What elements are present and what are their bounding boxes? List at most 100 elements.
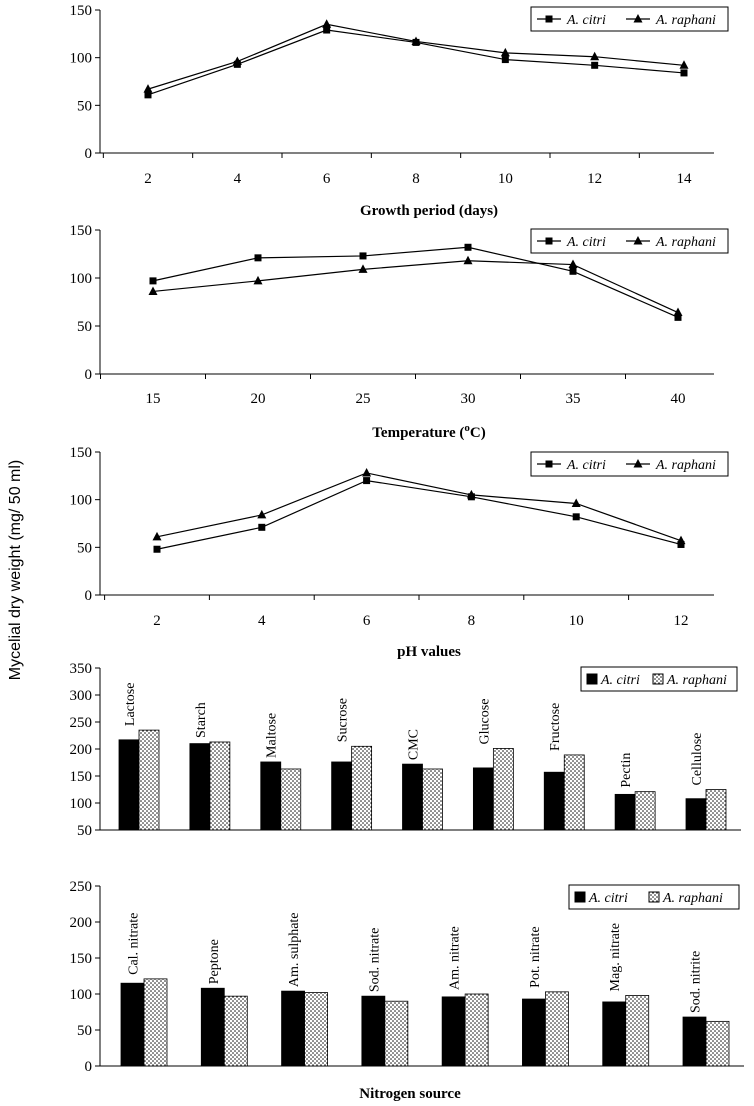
legend: A. citri A. raphani — [568, 884, 740, 910]
bar-raphani — [464, 993, 489, 1067]
data-point-triangle — [571, 498, 581, 507]
data-point-triangle — [253, 275, 263, 285]
series-line-1 — [156, 479, 682, 550]
x-tick-label: 12 — [674, 613, 689, 629]
x-tick-label: 8 — [412, 171, 420, 187]
x-axis-label: pH values — [397, 644, 461, 660]
data-point-square — [258, 523, 266, 531]
bar-citri — [331, 761, 353, 831]
series-line-2 — [147, 23, 685, 90]
data-point-square — [363, 477, 371, 485]
category-label: Glucose — [477, 699, 492, 745]
bar-citri — [120, 982, 145, 1067]
bar-raphani — [492, 748, 514, 831]
legend-triangle-marker — [633, 14, 643, 23]
bar-raphani — [625, 995, 650, 1067]
x-tick-label: 2 — [144, 171, 152, 187]
data-point-square — [591, 61, 599, 69]
x-tick-label: 25 — [356, 391, 371, 407]
legend-label: A. raphani — [662, 891, 723, 906]
bar-raphani — [138, 729, 160, 831]
bar-raphani — [545, 991, 569, 1067]
bar-raphani — [705, 1020, 730, 1067]
bar-citri — [614, 793, 636, 831]
bar-raphani — [223, 995, 248, 1067]
data-point-triangle — [679, 60, 689, 69]
x-tick-label: 10 — [498, 171, 513, 187]
bar-citri — [685, 798, 707, 831]
bar-citri — [189, 743, 211, 831]
data-point-triangle — [590, 51, 600, 61]
x-axis-label: Growth period (days) — [360, 203, 498, 219]
x-axis-label-main: pH values — [397, 644, 461, 660]
category-label: Sucrose — [336, 698, 351, 742]
legend-label: A. citri — [588, 891, 628, 906]
data-point-triangle — [411, 36, 421, 45]
data-point-triangle — [148, 286, 158, 295]
y-tick-label: 150 — [70, 445, 93, 461]
bar-raphani — [280, 768, 302, 831]
y-tick-label: 100 — [70, 271, 93, 287]
data-point-triangle — [358, 264, 368, 273]
bar-citri — [260, 761, 282, 831]
bar-citri — [361, 995, 386, 1067]
legend-label: A. raphani — [655, 235, 716, 250]
legend-swatch-dotted — [648, 891, 660, 903]
legend-triangle-marker — [633, 459, 643, 468]
data-point-square — [144, 91, 152, 99]
data-point-square — [323, 26, 331, 34]
x-tick-label: 2 — [153, 613, 161, 629]
bar-raphani — [705, 789, 727, 831]
data-point-triangle — [673, 307, 683, 317]
x-axis-label-main: Temperature ( — [372, 425, 464, 441]
legend-label: A. citri — [566, 235, 606, 250]
bar-raphani — [563, 754, 585, 831]
data-point-square — [674, 313, 682, 321]
data-point-square — [569, 267, 577, 275]
category-label: Cellulose — [690, 733, 705, 786]
chart-5: 0 50 100 150 200 250 Cal. nitrate Peptone Am. su… — [70, 879, 744, 1102]
data-point-triangle — [232, 56, 242, 65]
bar-raphani — [384, 1000, 409, 1067]
y-tick-label: 250 — [70, 715, 93, 731]
category-label: Am. nitrate — [448, 926, 463, 990]
y-tick-label: 350 — [70, 661, 93, 677]
legend-label: A. raphani — [655, 13, 716, 28]
category-label: Mag. nitrate — [608, 923, 623, 991]
data-point-triangle — [568, 259, 578, 269]
category-label: Pot. nitrate — [528, 926, 543, 987]
y-tick-label: 150 — [70, 3, 93, 19]
category-label: Cal. nitrate — [127, 913, 142, 975]
y-tick-label: 0 — [85, 588, 93, 604]
data-point-triangle — [463, 255, 473, 265]
y-tick-label: 250 — [70, 879, 93, 895]
legend-triangle-marker — [633, 236, 643, 245]
x-tick-label: 12 — [587, 171, 602, 187]
legend-swatch-dotted — [652, 673, 664, 685]
x-axis-label-suffix: C) — [470, 425, 486, 441]
legend-label: A. citri — [566, 13, 606, 28]
x-tick-label: 35 — [566, 391, 581, 407]
bar-raphani — [209, 741, 231, 831]
data-point-triangle — [152, 531, 162, 541]
y-tick-label: 150 — [70, 223, 93, 239]
category-label: Am. sulphate — [287, 912, 302, 987]
y-tick-label: 50 — [77, 319, 92, 335]
x-axis-label-superscript: o — [464, 422, 470, 434]
chart-2: 0 50 100 150 15 20 25 30 35 40 Temperature (oC) A. … — [70, 223, 729, 441]
legend: A. citri A. raphani — [580, 666, 738, 692]
shared-y-axis-label: Mycelial dry weight (mg/ 50 ml) — [7, 460, 24, 681]
y-tick-label: 100 — [70, 796, 93, 812]
data-point-triangle — [143, 84, 153, 93]
x-tick-label: 4 — [234, 171, 242, 187]
data-point-triangle — [500, 47, 510, 57]
y-tick-label: 50 — [77, 98, 92, 114]
bar-citri — [441, 996, 466, 1067]
bar-citri — [522, 998, 546, 1067]
data-point-square — [464, 243, 472, 251]
legend-swatch-solid — [574, 891, 586, 903]
data-point-square — [572, 513, 580, 521]
x-axis-label: Nitrogen source — [359, 1086, 461, 1102]
data-point-square — [359, 252, 367, 260]
